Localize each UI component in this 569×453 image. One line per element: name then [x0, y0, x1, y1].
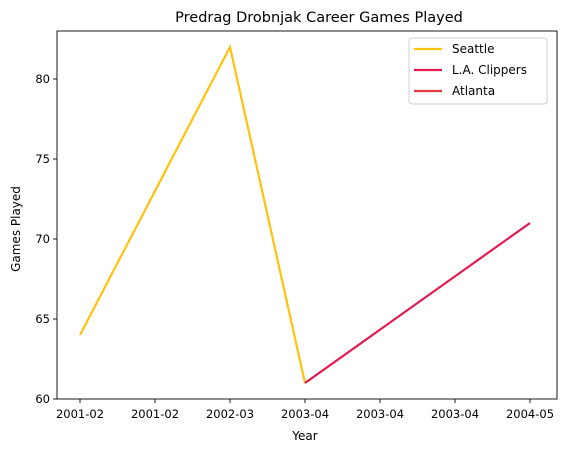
legend-box	[408, 37, 548, 105]
y-tick-label: 80	[35, 72, 50, 86]
y-tick-label: 60	[35, 392, 50, 406]
x-axis-label: Year	[291, 429, 317, 443]
x-tick-label: 2003-04	[281, 407, 329, 421]
x-axis-ticks: 2001-02 2001-02 2002-03 2003-04 2003-04 2003-…	[56, 399, 554, 421]
y-axis-label: Games Played	[9, 186, 23, 272]
legend: Seattle L.A. Clippers Atlanta	[408, 37, 548, 105]
series-line-seattle	[79, 43, 307, 384]
x-tick-label: 2003-04	[356, 407, 404, 421]
series-line-l-a-clippers	[304, 222, 531, 384]
chart-title: Predrag Drobnjak Career Games Played	[175, 10, 463, 26]
y-tick-label: 65	[35, 312, 50, 326]
y-axis-ticks: 60 65 70 75 80	[35, 72, 57, 406]
legend-label-l-a-clippers: L.A. Clippers	[452, 63, 527, 77]
legend-label-atlanta: Atlanta	[452, 84, 495, 98]
x-tick-label: 2004-05	[506, 407, 554, 421]
legend-label-seattle: Seattle	[452, 42, 494, 56]
x-tick-label: 2003-04	[431, 407, 479, 421]
y-tick-label: 75	[35, 152, 50, 166]
x-tick-label: 2002-03	[206, 407, 254, 421]
x-tick-label: 2001-02	[56, 407, 104, 421]
plot-frame	[56, 30, 558, 400]
y-tick-label: 70	[35, 232, 50, 246]
x-tick-label: 2001-02	[131, 407, 179, 421]
series-lines	[79, 43, 531, 384]
